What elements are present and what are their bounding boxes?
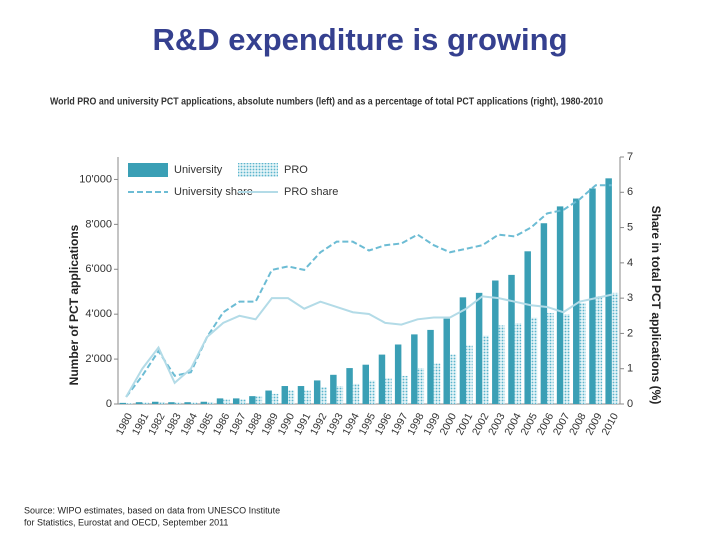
bar <box>255 396 263 404</box>
bar <box>174 402 182 404</box>
y2-tick-label: 7 <box>627 151 633 163</box>
bar <box>168 402 175 404</box>
bar <box>200 401 208 404</box>
bar <box>443 318 450 404</box>
legend-label: University share <box>174 186 253 198</box>
bar <box>589 188 596 404</box>
y-axis-label: Number of PCT applications <box>67 224 81 385</box>
bar <box>119 402 127 404</box>
y2-tick-label: 4 <box>627 257 633 269</box>
bar <box>207 402 214 404</box>
bar <box>152 401 159 404</box>
y2-tick-label: 0 <box>627 398 633 410</box>
bar <box>239 399 246 404</box>
y2-tick-label: 1 <box>627 363 633 375</box>
y-tick-label: 0 <box>106 398 112 410</box>
bar <box>271 393 279 404</box>
source-line: for Statistics, Eurostat and OECD, Septe… <box>24 517 228 527</box>
bar <box>378 354 386 404</box>
y2-tick-label: 3 <box>627 292 633 304</box>
bar <box>385 378 392 404</box>
bar <box>216 398 224 404</box>
legend-label: University <box>174 164 223 176</box>
bar <box>288 390 295 404</box>
bar <box>346 368 353 404</box>
bar <box>475 292 483 404</box>
bar <box>265 390 272 404</box>
x-tick-label: 2010 <box>599 411 621 437</box>
legend-label: PRO share <box>284 186 338 198</box>
y2-tick-label: 2 <box>627 327 633 339</box>
bar <box>514 323 522 404</box>
y-tick-label: 10'000 <box>79 173 112 185</box>
bar <box>563 314 570 404</box>
bar <box>313 380 321 404</box>
chart-title: World PRO and university PCT application… <box>50 97 603 108</box>
bar <box>281 386 289 404</box>
bar <box>449 354 457 404</box>
bar <box>330 374 337 404</box>
bar <box>184 402 191 404</box>
y-tick-label: 8'000 <box>85 218 112 230</box>
bar <box>611 292 619 404</box>
bar <box>142 402 149 404</box>
y-tick-label: 6'000 <box>85 263 112 275</box>
bar <box>492 280 499 404</box>
bar <box>417 368 425 404</box>
legend-swatch <box>128 163 168 177</box>
bar <box>411 334 418 404</box>
bar <box>573 198 580 404</box>
bar <box>394 344 402 404</box>
bar <box>508 274 515 404</box>
bar <box>304 390 311 404</box>
bar <box>498 325 506 404</box>
bar <box>126 403 133 404</box>
bar <box>401 375 408 404</box>
bar <box>556 206 564 404</box>
y2-tick-label: 6 <box>627 186 633 198</box>
bar <box>459 297 467 404</box>
bar <box>362 364 369 404</box>
legend-label: PRO <box>284 164 308 176</box>
line-series <box>125 184 612 398</box>
bar <box>466 345 473 404</box>
bar <box>190 402 198 404</box>
bar <box>320 387 327 404</box>
bar <box>595 296 603 404</box>
bar <box>482 335 489 404</box>
bar <box>336 386 344 404</box>
bar <box>158 402 165 404</box>
slide-title: R&D expenditure is growing <box>152 22 567 57</box>
bar <box>223 399 230 404</box>
bar <box>540 223 548 404</box>
bar <box>369 380 376 404</box>
bar <box>249 396 256 404</box>
bar <box>232 398 240 404</box>
y2-axis-label: Share in total PCT applications (%) <box>649 206 663 405</box>
source-line: Source: WIPO estimates, based on data fr… <box>24 505 280 515</box>
bar <box>135 402 143 404</box>
bar <box>427 329 434 404</box>
bar <box>433 363 441 404</box>
y-tick-label: 2'000 <box>85 353 112 365</box>
y-tick-label: 4'000 <box>85 308 112 320</box>
bar <box>530 317 538 404</box>
line-series <box>125 293 613 398</box>
y2-tick-label: 5 <box>627 221 633 233</box>
bar <box>605 178 612 404</box>
bar <box>297 386 305 404</box>
bar <box>579 302 586 404</box>
bar <box>547 313 554 404</box>
bar <box>524 251 531 404</box>
legend-swatch <box>238 163 278 177</box>
bar <box>352 383 360 404</box>
